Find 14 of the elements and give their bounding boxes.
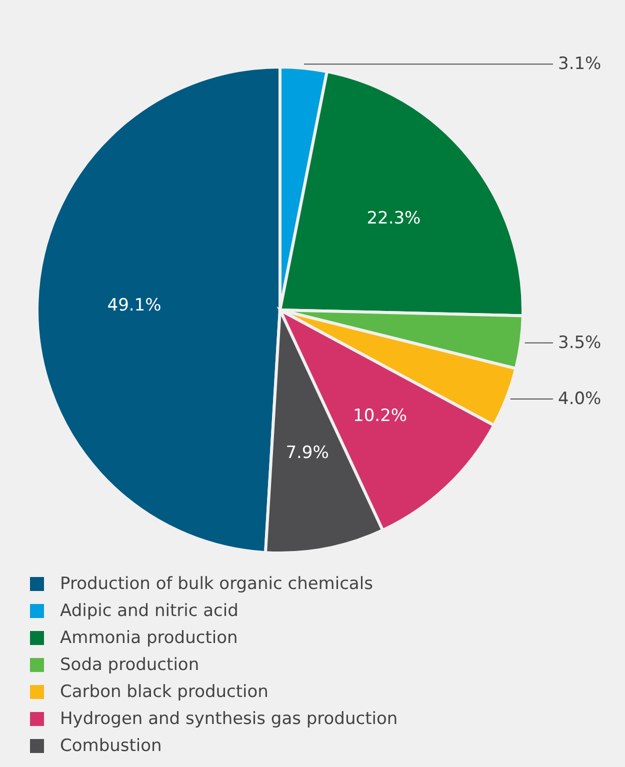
data-label: 10.2% xyxy=(353,406,408,426)
legend-label: Ammonia production xyxy=(60,628,238,648)
legend-label: Adipic and nitric acid xyxy=(60,600,238,620)
legend-label: Carbon black production xyxy=(60,682,268,702)
data-label: 49.1% xyxy=(107,296,162,316)
data-label: 7.9% xyxy=(286,443,329,464)
data-label: 3.1% xyxy=(558,54,602,74)
data-label: 22.3% xyxy=(366,208,421,229)
legend-label: Hydrogen and synthesis gas production xyxy=(60,708,398,728)
data-label: 3.5% xyxy=(558,332,602,353)
legend-label: Production of bulk organic chemicals xyxy=(60,574,373,594)
legend-label: Combustion xyxy=(60,736,162,756)
legend-label: Soda production xyxy=(60,654,200,674)
data-label: 4.0% xyxy=(558,389,602,410)
